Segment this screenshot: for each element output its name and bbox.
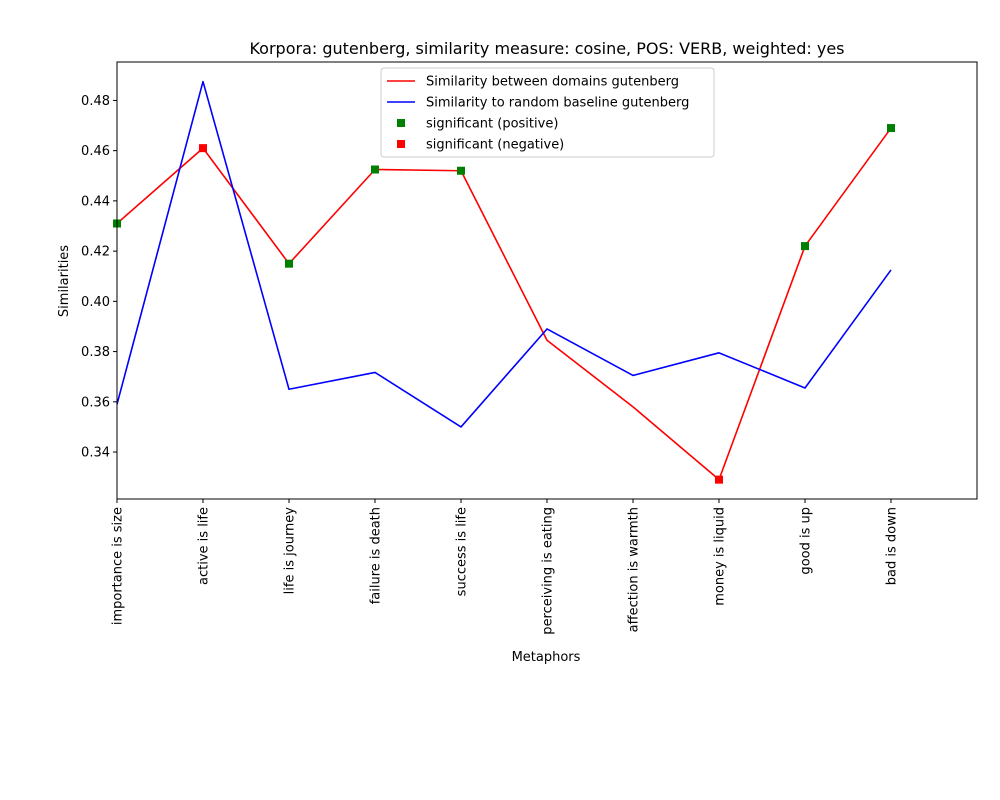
y-axis-label: Similarities (57, 245, 72, 317)
ticks-layer: 0.34 0.36 0.38 0.40 0.42 0.44 0.46 0.48 importan… (81, 94, 899, 635)
x-tick-label: bad is down (885, 507, 900, 585)
legend-label: Similarity between domains gutenberg (426, 75, 679, 90)
x-tick-label: affection is warmth (627, 507, 642, 632)
marker-significant-negative (199, 144, 207, 153)
x-tick-label: money is liquid (713, 507, 728, 606)
x-axis-label: Metaphors (512, 650, 581, 665)
y-tick-label: 0.42 (81, 245, 110, 260)
x-tick-label: active is life (197, 507, 212, 585)
y-tick-label: 0.48 (81, 94, 110, 109)
marker-significant-positive (371, 165, 379, 174)
x-tick-label: perceiving is eating (541, 507, 556, 635)
series-line-1 (116, 80, 892, 428)
plot-area-frame (116, 61, 978, 500)
legend-label: significant (positive) (426, 117, 558, 132)
series-layer (116, 80, 892, 481)
legend-label: Similarity to random baseline gutenberg (426, 96, 689, 111)
marker-significant-negative (715, 475, 723, 484)
y-tick-label: 0.34 (81, 446, 110, 461)
legend-label: significant (negative) (426, 138, 564, 153)
y-tick-label: 0.44 (81, 194, 110, 209)
legend-marker-swatch (397, 140, 405, 148)
x-tick-label: life is journey (283, 507, 298, 595)
legend-marker-swatch (397, 119, 405, 127)
y-tick-label: 0.38 (81, 345, 110, 360)
marker-significant-positive (285, 259, 293, 268)
y-tick-label: 0.40 (81, 295, 110, 310)
x-tick-label: importance is size (111, 507, 126, 625)
x-tick-label: failure is death (369, 507, 384, 604)
y-tick-label: 0.46 (81, 144, 110, 159)
x-tick-label: success is life (455, 507, 470, 596)
marker-significant-positive (887, 124, 895, 133)
marker-significant-positive (801, 242, 809, 251)
series-line-0 (116, 127, 892, 481)
legend: Similarity between domains gutenberg Simi… (380, 67, 715, 158)
legend-box (380, 67, 715, 158)
y-tick-label: 0.36 (81, 395, 110, 410)
chart-title: Korpora: gutenberg, similarity measure: … (249, 39, 844, 58)
x-tick-label: good is up (799, 507, 814, 575)
marker-significant-positive (457, 166, 465, 175)
